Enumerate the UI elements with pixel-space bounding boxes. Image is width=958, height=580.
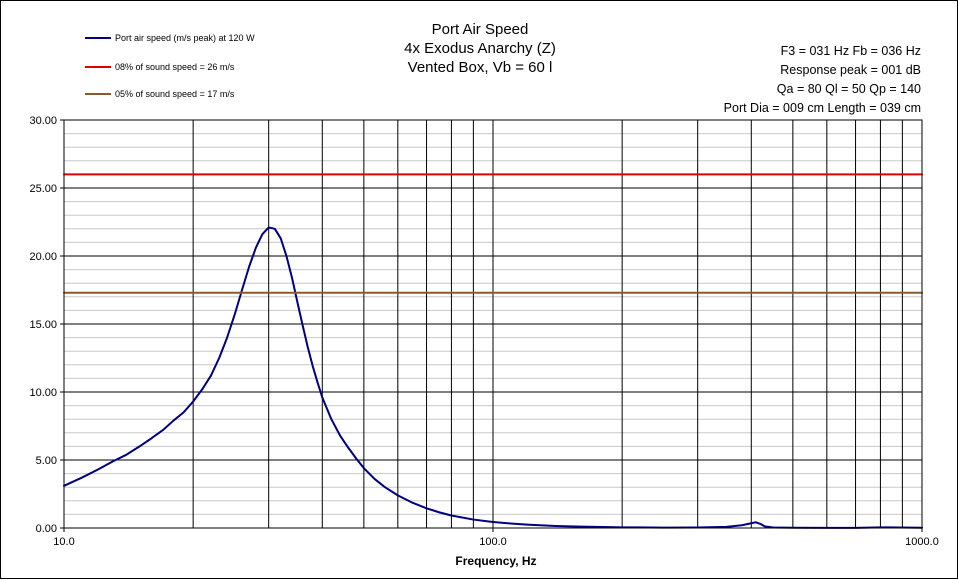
y-tick-label: 10.00 (29, 387, 57, 399)
y-tick-label: 15.00 (29, 319, 57, 331)
chart-title-line-1: Port Air Speed (432, 21, 529, 38)
info-q-values: Qa = 80 Ql = 50 Qp = 140 (777, 82, 921, 96)
y-tick-label: 30.00 (29, 115, 57, 127)
major-grid (64, 120, 922, 528)
y-tick-label: 5.00 (36, 455, 57, 467)
info-port-dimensions: Port Dia = 009 cm Length = 039 cm (724, 101, 921, 115)
y-axis-ticks: 0.00 5.00 10.00 15.00 20.00 25.00 30.00 (29, 115, 64, 535)
y-tick-label: 0.00 (36, 523, 57, 535)
x-tick-label: 10.0 (53, 536, 74, 548)
legend-label-port-air-speed: Port air speed (m/s peak) at 120 W (115, 33, 255, 43)
x-tick-label: 1000.0 (905, 536, 939, 548)
x-tick-label: 100.0 (479, 536, 507, 548)
x-axis-ticks: 10.0 100.0 1000.0 (53, 528, 939, 548)
series-line-port-air-speed (63, 226, 923, 529)
y-tick-label: 25.00 (29, 183, 57, 195)
info-response-peak: Response peak = 001 dB (780, 63, 921, 77)
chart-title-line-2: 4x Exodus Anarchy (Z) (404, 40, 556, 57)
series-layer (63, 173, 923, 529)
chart-title-line-3: Vented Box, Vb = 60 l (408, 59, 553, 76)
legend-label-08-percent: 08% of sound speed = 26 m/s (115, 62, 235, 72)
legend: Port air speed (m/s peak) at 120 W 08% o… (85, 33, 255, 99)
y-tick-label: 20.00 (29, 251, 57, 263)
legend-label-05-percent: 05% of sound speed = 17 m/s (115, 89, 235, 99)
x-axis-label: Frequency, Hz (455, 554, 536, 568)
info-f3-fb: F3 = 031 Hz Fb = 036 Hz (781, 44, 921, 58)
